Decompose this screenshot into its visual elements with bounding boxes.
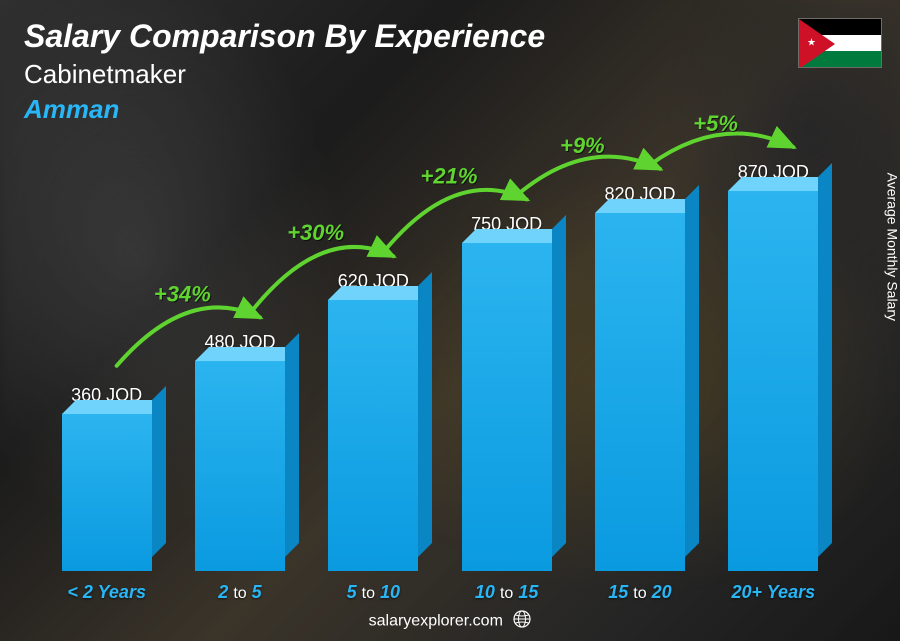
bar-slot: 820 JOD15 to 20 <box>573 140 706 571</box>
bar-side-face <box>152 386 166 557</box>
category-label: 2 to 5 <box>218 582 261 603</box>
bar-slot: 480 JOD2 to 5 <box>173 140 306 571</box>
bar-side-face <box>552 215 566 557</box>
bars-container: 360 JOD< 2 Years480 JOD2 to 5620 JOD5 to… <box>40 140 840 571</box>
bar-slot: 620 JOD5 to 10 <box>307 140 440 571</box>
y-axis-label: Average Monthly Salary <box>884 172 900 320</box>
bar-side-face <box>418 272 432 557</box>
bar <box>328 300 418 571</box>
bar-top-face <box>62 400 166 414</box>
bar-top-face <box>595 199 699 213</box>
jordan-flag-icon: ★ <box>798 18 882 68</box>
bar-top-face <box>328 286 432 300</box>
bar <box>462 243 552 571</box>
bar-slot: 750 JOD10 to 15 <box>440 140 573 571</box>
chart-title: Salary Comparison By Experience <box>24 18 545 55</box>
category-label: 5 to 10 <box>347 582 400 603</box>
bar <box>595 213 685 571</box>
globe-icon <box>513 610 531 633</box>
footer: salaryexplorer.com <box>0 610 900 633</box>
chart-city: Amman <box>24 94 545 125</box>
flag-triangle <box>799 19 835 68</box>
bar-top-face <box>728 177 832 191</box>
bar-chart: +34%+34%+30%+30%+21%+21%+9%+9%+5%+5% 360… <box>40 140 840 571</box>
bar-slot: 870 JOD20+ Years <box>707 140 840 571</box>
bar-front-face <box>328 300 418 571</box>
chart-subtitle: Cabinetmaker <box>24 59 545 90</box>
category-label: 15 to 20 <box>608 582 671 603</box>
category-label: 10 to 15 <box>475 582 538 603</box>
bar-front-face <box>62 414 152 571</box>
bar-top-face <box>462 229 566 243</box>
bar <box>195 361 285 571</box>
bar-slot: 360 JOD< 2 Years <box>40 140 173 571</box>
bar-side-face <box>818 163 832 557</box>
bar-front-face <box>595 213 685 571</box>
bar-top-face <box>195 347 299 361</box>
footer-text: salaryexplorer.com <box>369 613 503 630</box>
header: Salary Comparison By Experience Cabinetm… <box>24 18 545 125</box>
bar-front-face <box>195 361 285 571</box>
flag-star: ★ <box>807 38 816 49</box>
bar <box>728 191 818 571</box>
bar-front-face <box>462 243 552 571</box>
category-label: 20+ Years <box>731 582 815 603</box>
category-label: < 2 Years <box>67 582 146 603</box>
bar-front-face <box>728 191 818 571</box>
bar <box>62 414 152 571</box>
bar-side-face <box>685 185 699 557</box>
bar-side-face <box>285 333 299 557</box>
